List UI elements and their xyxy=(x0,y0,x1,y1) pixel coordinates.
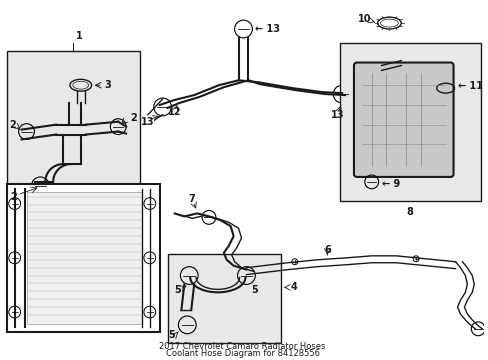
Text: 5: 5 xyxy=(251,285,258,295)
Bar xyxy=(7,184,160,332)
Text: ← 11: ← 11 xyxy=(457,81,482,91)
FancyBboxPatch shape xyxy=(353,63,453,177)
Text: 10: 10 xyxy=(358,14,371,24)
Bar xyxy=(26,192,142,324)
Text: 2: 2 xyxy=(130,113,137,123)
Text: 8: 8 xyxy=(406,207,413,217)
Text: 1: 1 xyxy=(76,31,82,41)
Text: Coolant Hose Diagram for 84128556: Coolant Hose Diagram for 84128556 xyxy=(165,349,319,358)
Text: 6: 6 xyxy=(323,245,330,255)
Bar xyxy=(167,254,281,343)
Text: 2: 2 xyxy=(9,120,16,130)
Text: 5: 5 xyxy=(174,285,181,295)
Text: 5: 5 xyxy=(168,330,175,340)
Text: 13: 13 xyxy=(141,117,154,127)
Text: ← 13: ← 13 xyxy=(255,24,280,34)
Text: 2017 Chevrolet Camaro Radiator Hoses: 2017 Chevrolet Camaro Radiator Hoses xyxy=(159,342,325,351)
Text: ← 9: ← 9 xyxy=(381,179,399,189)
Text: 4: 4 xyxy=(290,282,297,292)
Text: 12: 12 xyxy=(167,107,181,117)
Text: 3: 3 xyxy=(104,80,111,90)
Text: 13: 13 xyxy=(330,110,343,120)
Bar xyxy=(340,43,480,201)
Text: 2: 2 xyxy=(10,192,17,202)
Text: 7: 7 xyxy=(188,194,195,204)
Bar xyxy=(7,51,140,233)
